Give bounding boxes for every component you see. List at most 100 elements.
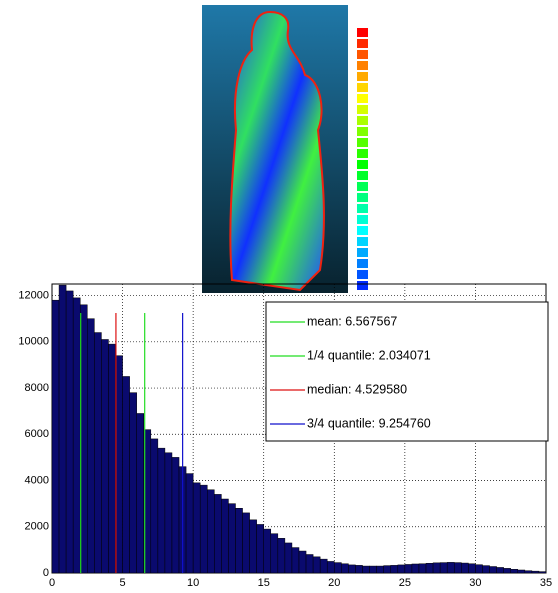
x-tick-label: 10: [187, 577, 199, 589]
bar: [299, 551, 306, 573]
bar: [271, 534, 278, 573]
page: 0200040006000800010000120000510152025303…: [0, 0, 558, 593]
colorbar-segment: [357, 28, 368, 37]
bar: [511, 569, 518, 573]
bar: [94, 333, 101, 573]
rendered-image: [202, 5, 348, 293]
colorbar-segment: [357, 149, 368, 158]
colorbar-segment: [357, 237, 368, 246]
bar: [228, 504, 235, 573]
bar: [334, 563, 341, 573]
bar: [426, 563, 433, 573]
bar: [419, 564, 426, 573]
bar: [264, 529, 271, 573]
bar: [87, 319, 94, 573]
bar: [355, 565, 362, 573]
bar: [320, 559, 327, 573]
colorbar-segment: [357, 127, 368, 136]
bar: [348, 565, 355, 573]
bar: [59, 285, 66, 573]
bar: [440, 563, 447, 573]
y-tick-label: 4000: [25, 474, 49, 486]
colorbar-segment: [357, 193, 368, 202]
bar: [243, 513, 250, 573]
bar: [384, 566, 391, 573]
bar: [214, 494, 221, 573]
bar: [285, 543, 292, 573]
bar: [306, 555, 313, 573]
bar: [391, 565, 398, 573]
bar: [370, 566, 377, 573]
bar: [539, 572, 546, 573]
bar: [123, 376, 130, 573]
bar: [130, 393, 137, 573]
colorbar-segment: [357, 72, 368, 81]
legend-label: 1/4 quantile: 2.034071: [307, 348, 431, 362]
y-tick-label: 8000: [25, 382, 49, 394]
x-tick-label: 15: [258, 577, 270, 589]
bar: [461, 563, 468, 573]
bar: [482, 566, 489, 573]
colorbar-segment: [357, 171, 368, 180]
bar: [235, 508, 242, 573]
x-tick-label: 5: [120, 577, 126, 589]
colorbar-segment: [357, 182, 368, 191]
bar: [504, 568, 511, 573]
bar: [475, 565, 482, 573]
bar: [116, 356, 123, 573]
bar: [257, 524, 264, 573]
bar: [468, 564, 475, 573]
bar: [73, 298, 80, 573]
colorbar-segment: [357, 138, 368, 147]
colorbar-segment: [357, 39, 368, 48]
bar: [221, 499, 228, 573]
legend-label: 3/4 quantile: 9.254760: [307, 416, 431, 430]
bar: [377, 566, 384, 573]
legend-label: mean: 6.567567: [307, 314, 397, 328]
colorbar-segment: [357, 116, 368, 125]
colorbar: [357, 28, 368, 290]
bar: [101, 339, 108, 573]
bar: [108, 344, 115, 573]
bar: [292, 548, 299, 573]
bar: [137, 413, 144, 573]
colorbar-segment: [357, 160, 368, 169]
bar: [454, 563, 461, 573]
bar: [398, 565, 405, 573]
colorbar-segment: [357, 226, 368, 235]
colorbar-segment: [357, 61, 368, 70]
bar: [172, 457, 179, 573]
x-tick-label: 20: [328, 577, 340, 589]
bar: [207, 490, 214, 573]
x-tick-label: 25: [399, 577, 411, 589]
colorbar-segment: [357, 248, 368, 257]
bar: [525, 571, 532, 573]
colorbar-segment: [357, 105, 368, 114]
x-tick-label: 0: [49, 577, 55, 589]
colorbar-segment: [357, 215, 368, 224]
colorbar-segment: [357, 270, 368, 279]
colorbar-segment: [357, 50, 368, 59]
bar: [363, 566, 370, 573]
bar: [278, 538, 285, 573]
colorbar-segment: [357, 259, 368, 268]
bar: [532, 571, 539, 573]
y-tick-label: 2000: [25, 521, 49, 533]
colorbar-segment: [357, 83, 368, 92]
bar: [412, 564, 419, 573]
legend-label: median: 4.529580: [307, 382, 407, 396]
bar: [193, 483, 200, 573]
bar: [433, 563, 440, 573]
bar: [66, 291, 73, 573]
bar: [200, 485, 207, 573]
colorbar-segment: [357, 204, 368, 213]
x-tick-label: 30: [469, 577, 481, 589]
bar: [341, 564, 348, 573]
bar: [447, 562, 454, 573]
bar: [518, 570, 525, 573]
bar: [151, 439, 158, 573]
bar: [490, 567, 497, 573]
bar: [52, 300, 59, 573]
x-tick-label: 35: [540, 577, 552, 589]
bar: [165, 453, 172, 573]
